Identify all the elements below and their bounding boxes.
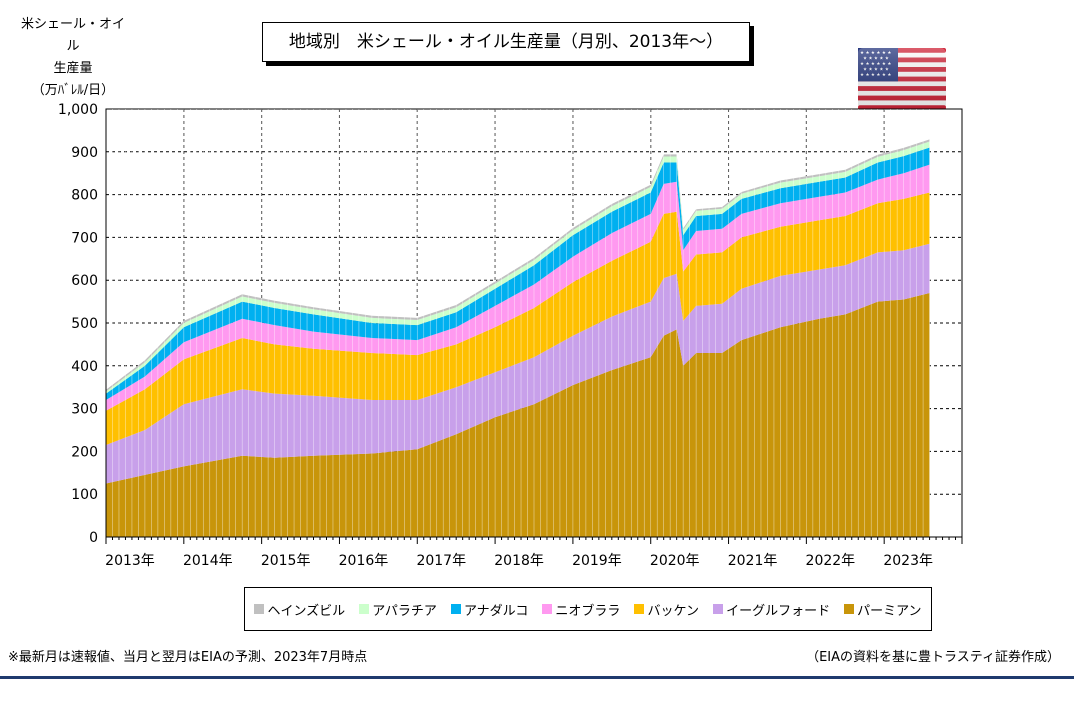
bottom-divider xyxy=(0,676,1074,679)
legend-item: バッケン xyxy=(634,600,699,619)
y-unit-line-3: （万ﾊﾞﾚﾙ/日） xyxy=(31,83,115,98)
us-flag-icon: ★ ★ ★ ★ ★ ★ ★ ★ ★ ★ ★ ★ ★ ★ ★ ★ ★ ★ ★ ★ … xyxy=(858,48,946,110)
y-tick-label: 300 xyxy=(71,402,98,418)
legend-item: アナダルコ xyxy=(450,600,529,619)
legend-swatch xyxy=(844,604,855,614)
area-series-バッケン xyxy=(106,192,930,445)
legend-item: アパラチア xyxy=(359,600,437,619)
y-tick-label: 400 xyxy=(71,359,98,375)
footnote: ※最新月は速報値、当月と翌月はEIAの予測、2023年7月時点 xyxy=(8,650,368,665)
legend-label: ニオブララ xyxy=(555,603,621,619)
y-unit-line-2: 生産量 xyxy=(53,61,93,76)
legend-swatch xyxy=(713,604,724,614)
x-tick-label: 2020年 xyxy=(650,553,700,569)
y-tick-label: 900 xyxy=(71,145,98,161)
x-tick-label: 2017年 xyxy=(416,553,466,569)
y-tick-label: 500 xyxy=(71,316,98,332)
legend-item: ヘインズビル xyxy=(254,600,345,619)
legend-item: パーミアン xyxy=(844,600,922,619)
y-axis-unit-label: 米シェール・オイル 生産量 （万ﾊﾞﾚﾙ/日） xyxy=(18,14,128,102)
y-tick-label: 200 xyxy=(71,444,98,460)
y-tick-label: 100 xyxy=(71,487,98,503)
x-tick-label: 2022年 xyxy=(806,553,856,569)
y-tick-label: 700 xyxy=(71,230,98,246)
area-series-パーミアン xyxy=(106,293,930,537)
x-tick-label: 2014年 xyxy=(183,553,233,569)
chart-title: 地域別 米シェール・オイル生産量（月別、2013年～） xyxy=(262,22,750,62)
area-series-イーグルフォード xyxy=(106,243,930,484)
chart-legend: ヘインズビル アパラチア アナダルコ ニオブララ バッケン イーグルフォード パーミアン xyxy=(244,587,932,631)
legend-label: バッケン xyxy=(647,603,700,619)
x-tick-label: 2023年 xyxy=(883,553,933,569)
legend-swatch xyxy=(254,604,265,614)
legend-swatch xyxy=(542,604,553,614)
x-tick-label: 2019年 xyxy=(572,553,622,569)
legend-swatch xyxy=(634,604,645,614)
y-tick-label: 0 xyxy=(89,530,98,546)
legend-label: アパラチア xyxy=(372,603,437,619)
x-tick-label: 2021年 xyxy=(728,553,778,569)
legend-label: イーグルフォード xyxy=(726,603,831,619)
legend-label: パーミアン xyxy=(857,603,922,619)
x-tick-label: 2015年 xyxy=(261,553,311,569)
x-tick-label: 2016年 xyxy=(339,553,389,569)
y-tick-label: 600 xyxy=(71,273,98,289)
x-tick-label: 2013年 xyxy=(105,553,155,569)
source-note: （EIAの資料を基に豊トラスティ証券作成） xyxy=(806,650,1060,665)
y-tick-label: 1,000 xyxy=(58,102,98,118)
legend-swatch xyxy=(450,604,461,614)
legend-label: アナダルコ xyxy=(463,603,529,619)
legend-label: ヘインズビル xyxy=(267,603,346,619)
y-tick-label: 800 xyxy=(71,188,98,204)
y-unit-line-1: 米シェール・オイル xyxy=(20,17,125,54)
legend-item: イーグルフォード xyxy=(713,600,830,619)
x-tick-label: 2018年 xyxy=(494,553,544,569)
legend-item: ニオブララ xyxy=(542,600,620,619)
legend-swatch xyxy=(359,604,370,614)
